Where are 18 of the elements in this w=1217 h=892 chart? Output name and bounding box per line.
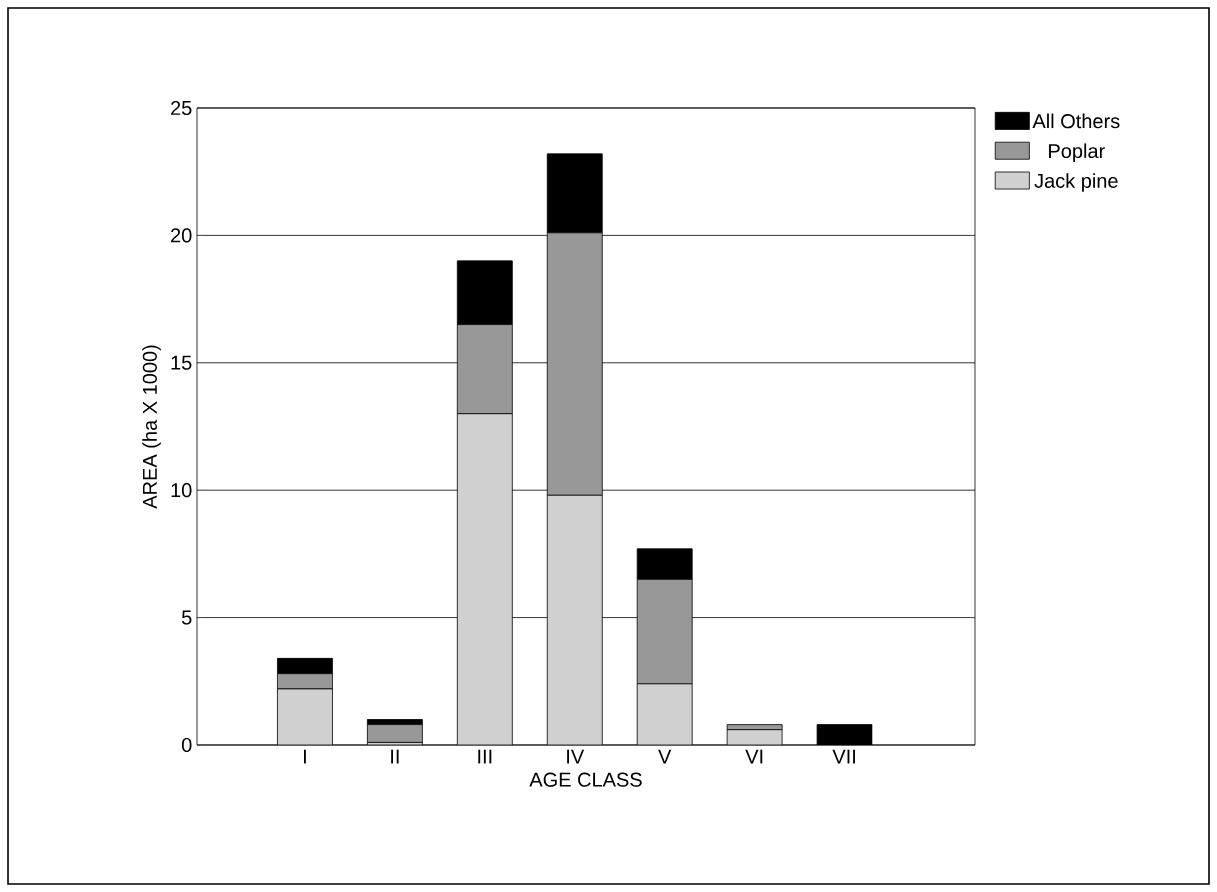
y-tick-label: 25 [171,100,192,116]
x-tick-label: VI [745,749,763,764]
y-tick-label: 5 [181,610,192,625]
x-tick-label: I [304,749,306,764]
legend-label: Jack pine [1034,173,1118,192]
y-tick-label: 0 [181,737,192,753]
y-tick-label: 20 [171,228,192,243]
x-tick-label: II [391,749,399,764]
legend-label: Poplar [1049,143,1105,163]
y-tick-label: 10 [171,483,192,498]
y-tick-label: 15 [171,355,192,370]
x-tick-label: III [478,749,492,764]
x-tick-label: V [658,749,672,764]
x-tick-label: IV [567,749,585,764]
y-axis-title: AREA (ha X 1000) [142,345,161,509]
x-axis-title: AGE CLASS [529,772,642,787]
legend-label: All Others [1032,113,1120,129]
x-tick-label: VII [832,749,855,764]
